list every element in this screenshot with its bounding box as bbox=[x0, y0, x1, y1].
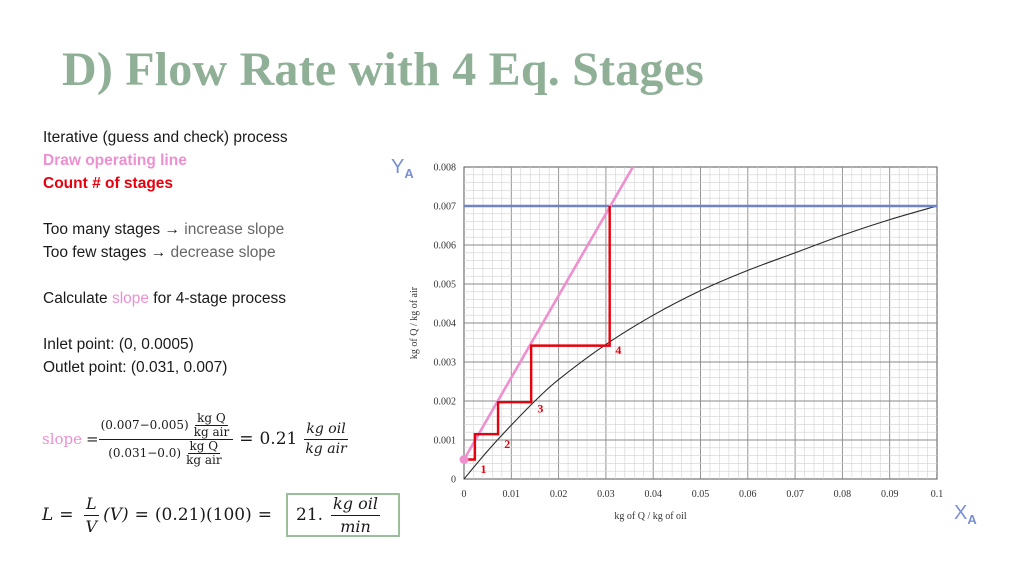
mccabe-thiele-chart: 0 0.01 0.02 0.03 0.04 0.05 0.06 0.07 0.08 0.09 0.1… bbox=[409, 163, 944, 523]
slope-den-unit-bot: kg air bbox=[186, 452, 222, 467]
x-axis-label: kg of Q / kg of oil bbox=[614, 511, 686, 522]
l-eq-equals-3: = bbox=[257, 505, 272, 525]
y-tick-label: 0.002 bbox=[434, 397, 457, 408]
equilibrium-curve bbox=[463, 205, 938, 480]
slope-num-unit-top: kg Q bbox=[195, 410, 228, 426]
notes-panel: Iterative (guess and check) process Draw… bbox=[43, 126, 373, 379]
slope-den-value: (0.031−0.0) bbox=[108, 446, 182, 460]
stage-labels: 1 2 3 4 bbox=[481, 343, 622, 476]
note-iterative: Iterative (guess and check) process bbox=[43, 129, 288, 146]
answer-value: 21. bbox=[296, 505, 324, 525]
slope-num-unit-bot: kg air bbox=[193, 424, 230, 439]
x-tick-label: 0.07 bbox=[786, 489, 804, 500]
stage-label: 4 bbox=[615, 343, 621, 357]
slope-equals: = bbox=[239, 429, 254, 449]
note-draw-operating-line: Draw operating line bbox=[43, 152, 187, 169]
x-tick-label: 0.06 bbox=[739, 489, 757, 500]
operating-line bbox=[462, 166, 634, 461]
chart-series bbox=[459, 166, 938, 480]
stage-label: 3 bbox=[537, 402, 543, 416]
x-axis-letter: X bbox=[954, 502, 968, 524]
slope-label: slope bbox=[42, 430, 83, 448]
slope-result-unit-top: kg oil bbox=[304, 421, 348, 440]
x-tick-label: 0.08 bbox=[834, 489, 852, 500]
x-tick-label: 0.02 bbox=[550, 489, 568, 500]
stage-label: 1 bbox=[481, 462, 487, 476]
y-tick-label: 0.006 bbox=[434, 241, 457, 252]
note-increase-slope: increase slope bbox=[184, 221, 285, 238]
x-axis-name: XA bbox=[954, 502, 977, 527]
l-eq-lhs: L bbox=[42, 505, 54, 525]
note-decrease-slope: decrease slope bbox=[170, 244, 276, 261]
y-tick-label: 0.005 bbox=[434, 280, 457, 291]
y-tick-label: 0.007 bbox=[434, 202, 457, 213]
y-tick-label: 0.001 bbox=[434, 436, 457, 447]
note-calc-c: for 4-stage process bbox=[149, 290, 286, 307]
slope-numerator: (0.007−0.005) kg Q kg air bbox=[98, 410, 234, 440]
note-outlet-point: Outlet point: (0.031, 0.007) bbox=[43, 359, 228, 376]
note-count-stages: Count # of stages bbox=[43, 175, 174, 192]
slope-result: 0.21 bbox=[259, 429, 298, 449]
l-over-v-fraction: L V bbox=[84, 494, 100, 537]
slope-den-unit-top: kg Q bbox=[187, 438, 221, 454]
x-tick-label: 0.01 bbox=[503, 489, 521, 500]
note-too-few-text: Too few stages → bbox=[43, 244, 171, 261]
answer-box: 21. kg oil min bbox=[286, 493, 400, 537]
l-over-v-top: L bbox=[84, 494, 99, 516]
x-tick-label: 0.09 bbox=[881, 489, 899, 500]
slope-num-value: (0.007−0.005) bbox=[100, 418, 189, 432]
x-tick-label: 0.05 bbox=[692, 489, 710, 500]
y-axis-subscript: A bbox=[404, 166, 414, 181]
slope-num-unit: kg Q kg air bbox=[192, 410, 232, 439]
slope-denominator: (0.031−0.0) kg Q kg air bbox=[106, 440, 225, 466]
answer-unit-top: kg oil bbox=[331, 494, 380, 516]
slope-result-unit: kg oil kg air bbox=[303, 421, 348, 458]
answer-unit: kg oil min bbox=[331, 494, 380, 537]
l-over-v-bot: V bbox=[85, 516, 98, 536]
x-tick-label: 0 bbox=[462, 489, 467, 500]
x-tick-label: 0.03 bbox=[597, 489, 615, 500]
y-tick-label: 0.003 bbox=[434, 358, 457, 369]
chart-tick-labels: 0 0.01 0.02 0.03 0.04 0.05 0.06 0.07 0.08 0.09 0.1… bbox=[434, 163, 944, 501]
y-tick-label: 0 bbox=[451, 475, 456, 486]
note-too-few: Too few stages → decrease slope bbox=[43, 241, 373, 264]
slope-eq-sign: = bbox=[86, 430, 99, 448]
slope-result-unit-bot: kg air bbox=[305, 440, 347, 457]
l-eq-equals-1: = bbox=[59, 505, 74, 525]
l-eq-equals-2: = bbox=[134, 505, 149, 525]
y-axis-label: kg of Q / kg of air bbox=[409, 286, 420, 359]
slope-den-unit: kg Q kg air bbox=[184, 438, 224, 467]
note-calc-slope-word: slope bbox=[111, 290, 149, 307]
note-too-many: Too many stages → increase slope bbox=[43, 218, 373, 241]
inlet-point bbox=[459, 455, 469, 464]
stage-label: 2 bbox=[504, 437, 510, 451]
note-calculate-slope: Calculate slope for 4-stage process bbox=[43, 287, 373, 310]
slope-equation: slope = (0.007−0.005) kg Q kg air (0.031… bbox=[42, 406, 349, 472]
y-tick-label: 0.004 bbox=[434, 319, 457, 330]
slope-fraction: (0.007−0.005) kg Q kg air (0.031−0.0) kg… bbox=[98, 410, 234, 466]
x-axis-subscript: A bbox=[967, 512, 977, 527]
x-tick-label: 0.04 bbox=[644, 489, 662, 500]
y-axis-name: YA bbox=[391, 156, 414, 181]
chart-grid bbox=[463, 166, 938, 480]
flow-rate-equation: L = L V (V) = (0.21)(100) = 21. kg oil m… bbox=[42, 490, 400, 540]
l-eq-product: (0.21)(100) bbox=[154, 505, 252, 525]
x-tick-label: 0.1 bbox=[931, 489, 944, 500]
l-eq-paren-v: (V) bbox=[103, 505, 129, 525]
note-too-many-text: Too many stages → bbox=[43, 221, 185, 238]
note-calc-a: Calculate bbox=[43, 290, 112, 307]
answer-unit-bot: min bbox=[340, 516, 371, 536]
note-inlet-point: Inlet point: (0, 0.0005) bbox=[43, 336, 194, 353]
y-tick-label: 0.008 bbox=[434, 163, 457, 174]
stage-steps bbox=[464, 206, 611, 461]
slide-title: D) Flow Rate with 4 Eq. Stages bbox=[62, 43, 704, 96]
y-axis-letter: Y bbox=[391, 156, 405, 178]
